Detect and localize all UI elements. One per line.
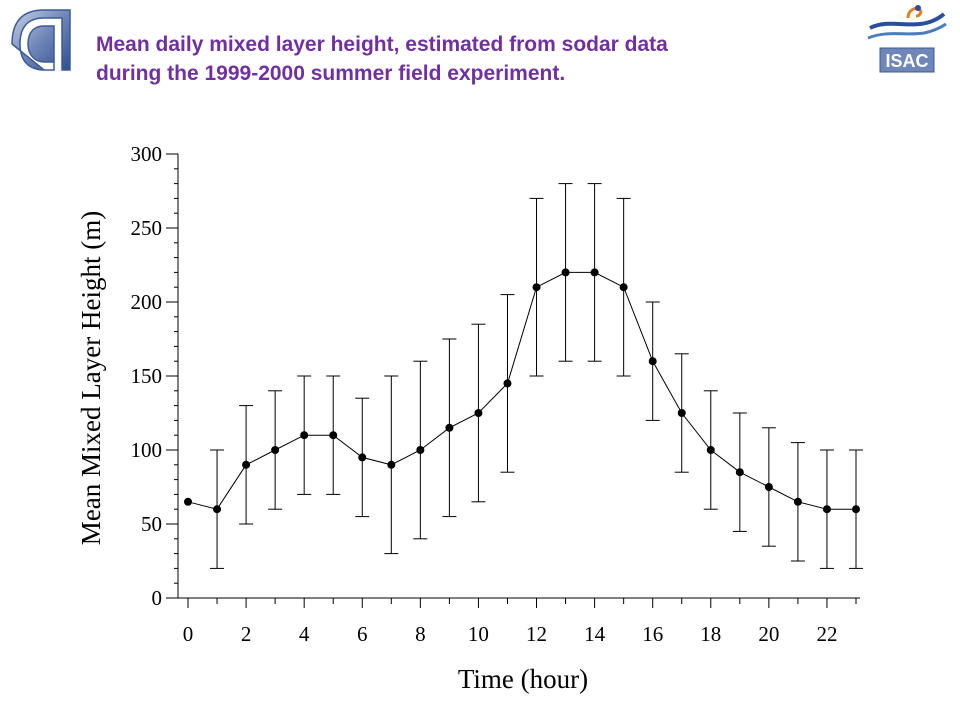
data-point bbox=[445, 423, 454, 432]
y-tick-label: 250 bbox=[131, 216, 163, 240]
x-tick-label: 20 bbox=[758, 622, 779, 646]
y-tick-label: 0 bbox=[152, 586, 163, 610]
data-point bbox=[648, 357, 657, 366]
x-tick-label: 12 bbox=[526, 622, 547, 646]
error-bars bbox=[210, 183, 863, 569]
x-tick-label: 22 bbox=[816, 622, 837, 646]
data-point bbox=[271, 446, 280, 454]
axes bbox=[177, 154, 860, 599]
x-tick-label: 8 bbox=[415, 622, 426, 646]
x-tick-label: 0 bbox=[183, 622, 194, 646]
x-tick-label: 14 bbox=[584, 622, 606, 646]
data-point bbox=[503, 379, 512, 388]
x-tick-label: 2 bbox=[241, 622, 252, 646]
data-point bbox=[706, 446, 715, 454]
y-tick-label: 50 bbox=[141, 512, 162, 536]
cnr-logo bbox=[4, 4, 78, 76]
data-point bbox=[735, 468, 744, 477]
y-tick-label: 150 bbox=[131, 364, 163, 388]
y-tick-label: 200 bbox=[131, 290, 163, 314]
data-point bbox=[329, 431, 338, 440]
x-tick-label: 18 bbox=[700, 622, 721, 646]
data-point bbox=[561, 268, 570, 277]
y-tick-label: 300 bbox=[131, 142, 163, 166]
title-line-1: Mean daily mixed layer height, estimated… bbox=[96, 33, 668, 56]
data-point bbox=[474, 409, 483, 417]
data-point bbox=[764, 483, 773, 491]
data-point bbox=[822, 505, 831, 514]
isac-logo: ISAC bbox=[864, 2, 948, 76]
data-point bbox=[590, 268, 599, 277]
data-point bbox=[242, 460, 251, 469]
ticks: 0 50 100 150 200 250 300 0 2 4 6 8 10 12 14 16 18 20 22 bbox=[131, 142, 857, 646]
data-point bbox=[677, 409, 686, 417]
y-tick-label: 100 bbox=[131, 438, 163, 462]
data-point bbox=[300, 431, 309, 440]
data-point bbox=[416, 446, 425, 454]
data-points bbox=[184, 268, 860, 514]
data-point bbox=[793, 497, 802, 506]
x-tick-label: 10 bbox=[468, 622, 489, 646]
data-point bbox=[387, 460, 396, 469]
x-tick-label: 16 bbox=[642, 622, 663, 646]
data-point bbox=[619, 283, 628, 292]
x-tick-label: 6 bbox=[357, 622, 368, 646]
chart-title: Mean daily mixed layer height, estimated… bbox=[96, 30, 856, 88]
title-line-2: during the 1999-2000 summer field experi… bbox=[96, 62, 566, 85]
x-tick-label: 4 bbox=[299, 622, 310, 646]
data-point bbox=[213, 505, 222, 514]
y-axis-title: Mean Mixed Layer Height (m) bbox=[76, 211, 106, 545]
data-point bbox=[184, 497, 192, 506]
data-point bbox=[852, 505, 860, 514]
isac-logo-text: ISAC bbox=[885, 51, 928, 71]
data-point bbox=[532, 283, 541, 292]
x-axis-title: Time (hour) bbox=[458, 664, 588, 694]
series-line bbox=[187, 271, 856, 510]
data-point bbox=[358, 453, 367, 462]
